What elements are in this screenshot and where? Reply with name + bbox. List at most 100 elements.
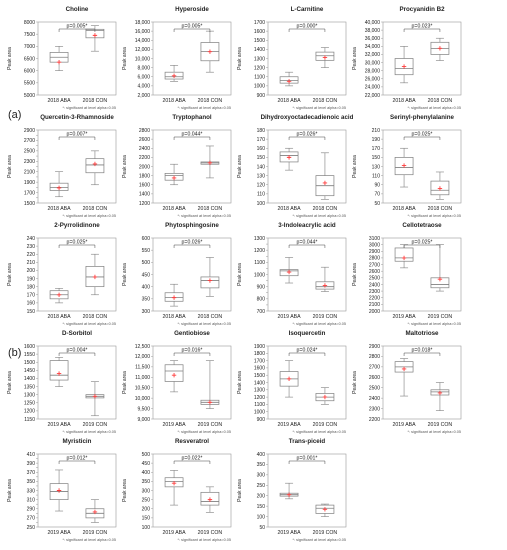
y-tick-label: 110 xyxy=(372,173,380,179)
y-tick-label: 400 xyxy=(142,470,151,476)
y-tick-label: 9,000 xyxy=(137,417,150,423)
significance-footnote: *: significant at level alpha=0.05 xyxy=(292,214,346,218)
y-tick-label: 2700 xyxy=(24,138,35,144)
mean-marker xyxy=(437,390,443,396)
y-tick-label: 1000 xyxy=(254,84,265,90)
significance-bracket xyxy=(288,28,326,32)
mean-marker xyxy=(207,278,213,283)
significance-bracket xyxy=(58,28,96,32)
plot-frame xyxy=(267,453,347,528)
mean-marker xyxy=(207,160,213,166)
y-axis-label: Peak area xyxy=(237,263,243,286)
y-tick-label: 11,000 xyxy=(135,375,150,381)
p-value-label: p=0.007* xyxy=(67,132,88,138)
y-axis-label: Peak area xyxy=(352,155,358,178)
y-tick-label: 1600 xyxy=(254,29,265,35)
y-tick-label: 7000 xyxy=(24,44,35,50)
panel-3-indoleacrylic-acid: 3-Indoleacrylic acid 700 800 900 1000 1100 120… xyxy=(237,222,347,326)
mean-marker xyxy=(207,49,213,54)
significance-bracket xyxy=(173,352,211,356)
p-value-label: p=0.044* xyxy=(297,240,318,246)
panel-title: Maltotriose xyxy=(405,330,439,337)
panel-2-pyrrolidinone: 2-Pyrrolidinone 150 160 170 180 190 200 210 220 2… xyxy=(7,222,117,326)
x-category-label: 2018 CON xyxy=(83,314,108,320)
x-category-label: 2018 ABA xyxy=(278,98,302,104)
p-value-label: p=0.018* xyxy=(412,348,433,354)
y-tick-label: 400 xyxy=(257,452,266,458)
y-tick-label: 130 xyxy=(372,164,381,170)
y-tick-label: 2500 xyxy=(24,149,35,155)
mean-marker xyxy=(207,497,213,502)
y-axis-label: Peak area xyxy=(7,155,13,178)
p-value-label: p=0.024* xyxy=(297,348,318,354)
y-tick-label: 8,000 xyxy=(137,65,150,71)
y-axis-label: Peak area xyxy=(237,371,243,394)
y-tick-label: 190 xyxy=(372,137,381,143)
y-tick-label: 14,000 xyxy=(135,38,151,44)
mean-marker xyxy=(437,276,443,282)
y-tick-label: 150 xyxy=(27,309,36,315)
x-category-label: 2019 CON xyxy=(313,422,338,428)
y-tick-label: 2100 xyxy=(369,302,380,308)
panel-title: Gentiobiose xyxy=(174,330,210,337)
y-tick-label: 5500 xyxy=(24,81,35,87)
plot-frame xyxy=(267,237,347,312)
y-tick-label: 1100 xyxy=(254,260,265,266)
panel-title: Quercetin-3-Rhamnoside xyxy=(40,114,114,121)
p-value-label: p=0.026* xyxy=(182,240,203,246)
panel-title: Choline xyxy=(66,6,89,13)
plot-frame xyxy=(267,345,347,420)
significance-footnote: *: significant at level alpha=0.05 xyxy=(177,106,231,110)
significance-footnote: *: significant at level alpha=0.05 xyxy=(177,430,231,434)
y-tick-label: 1500 xyxy=(254,38,265,44)
y-tick-label: 2000 xyxy=(139,164,150,170)
plot-frame xyxy=(37,345,117,420)
y-tick-label: 180 xyxy=(27,284,36,290)
y-tick-label: 2500 xyxy=(369,276,380,282)
y-tick-label: 150 xyxy=(142,516,151,522)
mean-marker xyxy=(56,292,62,297)
y-tick-label: 2100 xyxy=(24,170,35,176)
mean-marker xyxy=(286,269,292,275)
mean-marker xyxy=(171,175,177,181)
significance-bracket xyxy=(288,460,326,464)
y-axis-label: Peak area xyxy=(352,263,358,286)
panel-title: L-Carnitine xyxy=(291,6,324,13)
mean-marker xyxy=(286,376,292,382)
y-tick-label: 1300 xyxy=(254,236,265,242)
y-axis-label: Peak area xyxy=(122,155,128,178)
y-tick-label: 26,000 xyxy=(365,77,381,83)
y-tick-label: 2300 xyxy=(369,289,380,295)
p-value-label: p=0.005* xyxy=(67,24,88,30)
significance-footnote: *: significant at level alpha=0.05 xyxy=(62,430,116,434)
y-tick-label: 50 xyxy=(259,525,265,531)
significance-bracket xyxy=(403,244,441,248)
y-tick-label: 500 xyxy=(142,452,151,458)
y-tick-label: 30,000 xyxy=(365,60,381,66)
y-tick-label: 1450 xyxy=(24,368,35,374)
panel-title: Tryptophanol xyxy=(172,114,211,121)
x-category-label: 2018 CON xyxy=(313,98,338,104)
y-tick-label: 170 xyxy=(257,137,266,143)
panel-procyanidin-b2: Procyanidin B2 22,000 24,000 26,000 28,000 30… xyxy=(352,6,462,110)
y-axis-label: Peak area xyxy=(7,47,13,70)
mean-marker xyxy=(286,79,292,84)
y-tick-label: 1100 xyxy=(254,75,265,81)
y-axis-label: Peak area xyxy=(352,371,358,394)
y-tick-label: 24,000 xyxy=(365,85,381,91)
y-tick-label: 1000 xyxy=(254,410,265,416)
panel-hyperoside: Hyperoside 2,000 4,000 6,000 8,000 10,000 12,0… xyxy=(122,6,232,110)
mean-marker xyxy=(171,73,177,79)
panel-isoquercetin: Isoquercetin9001000110012001300140015001… xyxy=(237,330,347,434)
y-tick-label: 410 xyxy=(27,452,36,458)
y-tick-label: 3000 xyxy=(369,242,380,248)
panel-cellotetraose: Cellotetraose 200021002200230024002500260… xyxy=(352,222,462,326)
y-tick-label: 34,000 xyxy=(365,44,381,50)
y-tick-label: 1300 xyxy=(254,56,265,62)
y-tick-label: 12,000 xyxy=(135,47,151,53)
y-axis-label: Peak area xyxy=(352,47,358,70)
y-tick-label: 130 xyxy=(257,173,266,179)
y-tick-label: 270 xyxy=(27,516,36,522)
significance-footnote: *: significant at level alpha=0.05 xyxy=(177,538,231,542)
